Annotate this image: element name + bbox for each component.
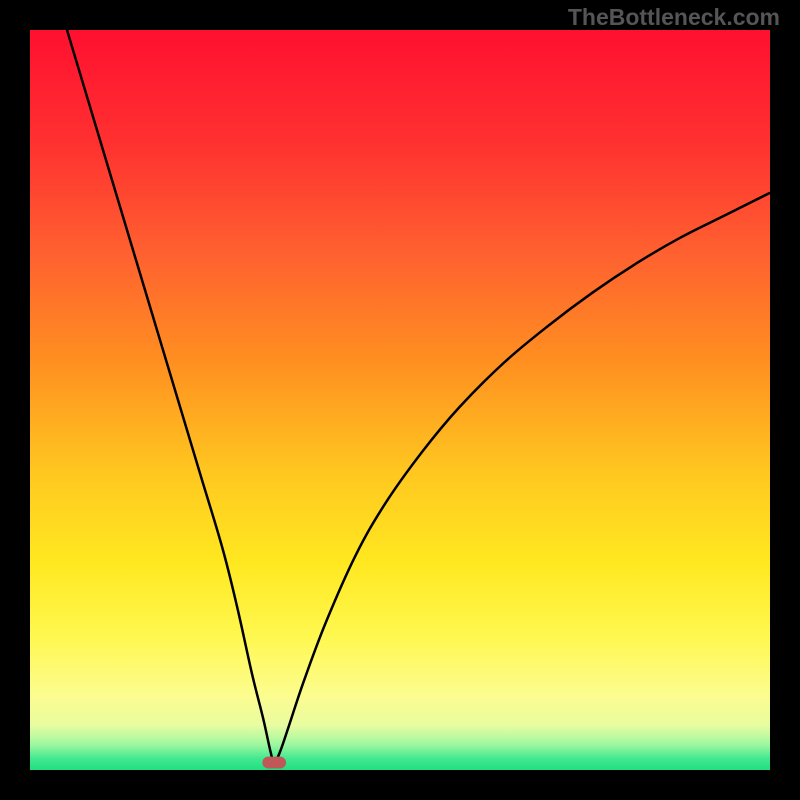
chart-svg — [0, 0, 800, 800]
plot-background — [30, 30, 770, 770]
optimum-marker — [262, 757, 286, 769]
bottleneck-chart: TheBottleneck.com — [0, 0, 800, 800]
watermark-text: TheBottleneck.com — [568, 4, 780, 31]
